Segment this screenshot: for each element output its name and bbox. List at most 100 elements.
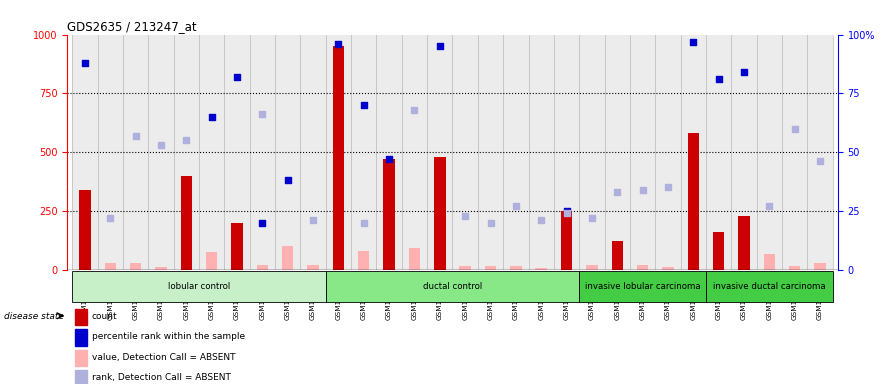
Bar: [206, 252, 218, 270]
Point: [357, 220, 371, 226]
Bar: [485, 266, 496, 270]
Bar: [529, 35, 554, 270]
Bar: [579, 35, 605, 270]
Bar: [307, 265, 319, 270]
Bar: [637, 265, 649, 270]
Point: [483, 220, 497, 226]
Point: [610, 189, 625, 195]
Bar: [75, 329, 87, 346]
Bar: [332, 46, 344, 270]
Point: [660, 184, 675, 190]
Bar: [351, 35, 376, 270]
Bar: [155, 267, 167, 270]
Bar: [478, 35, 504, 270]
Point: [154, 142, 168, 148]
Bar: [782, 35, 807, 270]
Point: [635, 187, 650, 193]
FancyBboxPatch shape: [706, 271, 832, 303]
Point: [433, 43, 447, 50]
Point: [128, 132, 142, 139]
Bar: [655, 35, 681, 270]
Text: disease state: disease state: [4, 312, 65, 321]
Point: [204, 114, 219, 120]
Bar: [79, 190, 90, 270]
Text: GDS2635 / 213247_at: GDS2635 / 213247_at: [67, 20, 197, 33]
Text: rank, Detection Call = ABSENT: rank, Detection Call = ABSENT: [92, 373, 231, 382]
Point: [813, 158, 827, 164]
Bar: [814, 263, 826, 270]
Bar: [409, 248, 420, 270]
Bar: [789, 266, 800, 270]
Point: [332, 41, 346, 47]
Bar: [434, 157, 445, 270]
Point: [534, 217, 548, 223]
Bar: [231, 223, 243, 270]
Bar: [224, 35, 250, 270]
Bar: [282, 246, 293, 270]
Point: [382, 156, 396, 162]
Bar: [130, 263, 142, 270]
Point: [78, 60, 92, 66]
Point: [686, 38, 701, 45]
Point: [762, 203, 777, 209]
Bar: [504, 35, 529, 270]
Point: [458, 212, 472, 218]
Point: [408, 107, 422, 113]
Text: percentile rank within the sample: percentile rank within the sample: [92, 332, 245, 341]
Bar: [149, 35, 174, 270]
Text: invasive lobular carcinoma: invasive lobular carcinoma: [585, 281, 701, 291]
Bar: [427, 35, 452, 270]
Bar: [605, 35, 630, 270]
Bar: [561, 211, 573, 270]
Bar: [181, 175, 192, 270]
Point: [559, 208, 573, 214]
Bar: [460, 266, 471, 270]
Bar: [75, 370, 87, 384]
Bar: [275, 35, 300, 270]
Text: value, Detection Call = ABSENT: value, Detection Call = ABSENT: [92, 353, 236, 362]
Text: ductal control: ductal control: [423, 281, 482, 291]
Point: [306, 217, 320, 223]
Bar: [73, 35, 98, 270]
Bar: [256, 265, 268, 270]
Bar: [612, 242, 623, 270]
Bar: [807, 35, 832, 270]
FancyBboxPatch shape: [579, 271, 706, 303]
Text: count: count: [92, 312, 117, 321]
Bar: [383, 159, 395, 270]
Bar: [763, 254, 775, 270]
Point: [585, 215, 599, 221]
Bar: [713, 232, 724, 270]
Bar: [326, 35, 351, 270]
Bar: [250, 35, 275, 270]
Bar: [75, 350, 87, 366]
Point: [255, 220, 270, 226]
Bar: [300, 35, 326, 270]
Point: [711, 76, 726, 82]
Text: lobular control: lobular control: [168, 281, 230, 291]
Bar: [630, 35, 655, 270]
Bar: [681, 35, 706, 270]
Bar: [662, 267, 674, 270]
Bar: [706, 35, 731, 270]
Bar: [554, 35, 579, 270]
Bar: [738, 215, 750, 270]
Bar: [358, 251, 369, 270]
Point: [788, 126, 802, 132]
Point: [255, 111, 270, 118]
FancyBboxPatch shape: [326, 271, 579, 303]
Bar: [376, 35, 401, 270]
Bar: [105, 263, 116, 270]
Bar: [586, 265, 598, 270]
Bar: [98, 35, 123, 270]
Bar: [75, 309, 87, 325]
Bar: [174, 35, 199, 270]
Bar: [687, 133, 699, 270]
Point: [737, 69, 751, 75]
Point: [357, 102, 371, 108]
Bar: [199, 35, 224, 270]
Bar: [536, 268, 547, 270]
Point: [559, 210, 573, 216]
Bar: [510, 266, 521, 270]
Bar: [731, 35, 756, 270]
